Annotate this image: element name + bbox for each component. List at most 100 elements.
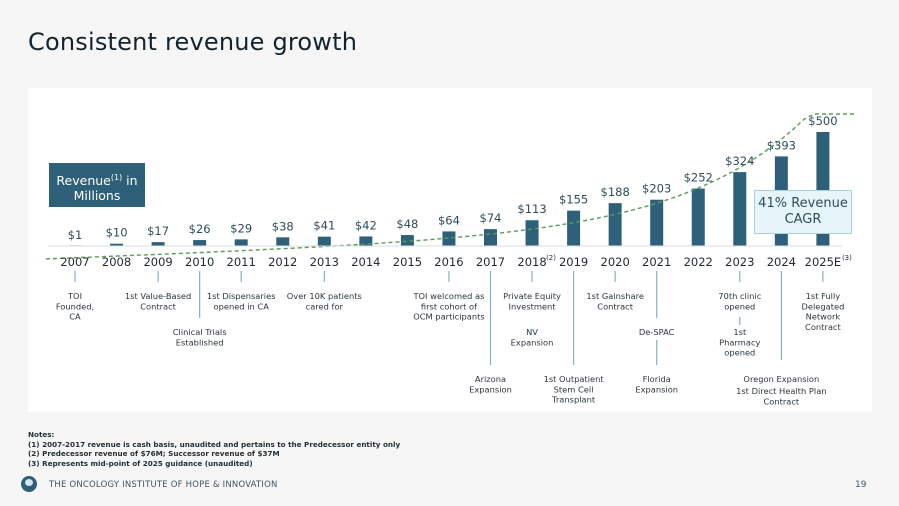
milestone-line: Network: [806, 312, 841, 322]
milestone-line: Florida: [643, 374, 671, 384]
data-label-2021: $203: [642, 182, 671, 196]
milestone-line: Contract: [597, 301, 633, 311]
footer-company-name: THE ONCOLOGY INSTITUTE OF HOPE & INNOVAT…: [49, 480, 278, 490]
data-label-2007: $1: [68, 228, 83, 242]
x-tick-label-2017: 2017: [476, 255, 505, 269]
milestone-line: 1st Dispensaries: [207, 291, 276, 301]
milestone-line: opened in CA: [214, 301, 270, 311]
milestone-2007-1: TOI Founded, CA: [56, 291, 94, 322]
milestone-line: Expansion: [511, 337, 554, 347]
milestone-2024-3: Oregon Expansion: [743, 374, 819, 384]
milestone-line: Founded,: [56, 301, 94, 311]
x-tick-label-2024: 2024: [767, 255, 796, 269]
note-2: (2) Predecessor revenue of $76M; Success…: [28, 449, 280, 458]
milestone-line: Transplant: [551, 395, 596, 405]
revenue-label-rest: in Millions: [73, 173, 138, 204]
milestone-line: opened: [724, 301, 755, 311]
chart-panel: [28, 88, 872, 412]
x-tick-label-2025E: 2025E: [805, 255, 842, 269]
milestone-2017-3: Arizona Expansion: [469, 374, 512, 394]
milestone-line: Contract: [805, 322, 841, 332]
milestone-line: Stem Cell: [554, 384, 594, 394]
milestone-line: Oregon Expansion: [743, 374, 819, 384]
x-tick-label-2018: 2018: [517, 255, 546, 269]
data-label-2019: $155: [559, 193, 588, 207]
data-label-2012: $38: [272, 219, 294, 233]
bar-2015: [400, 235, 414, 246]
tree-logo-icon: [21, 476, 37, 492]
milestone-2019-3: 1st Outpatient Stem Cell Transplant: [544, 374, 605, 405]
milestone-line: first cohort of: [421, 301, 478, 311]
note-3: (3) Represents mid-point of 2025 guidanc…: [28, 458, 253, 468]
milestone-2020-1: 1st Gainshare Contract: [586, 291, 644, 311]
x-tick-label-2008: 2008: [102, 255, 131, 269]
milestone-line: Established: [176, 337, 224, 347]
milestone-line: 1st Fully: [806, 291, 841, 301]
x-tick-label-2022: 2022: [684, 255, 713, 269]
milestone-line: NV: [526, 327, 538, 337]
data-label-2022: $252: [684, 171, 713, 185]
bar-2010: [193, 240, 207, 246]
note-1: (1) 2007-2017 revenue is cash basis, una…: [28, 439, 401, 449]
footnotes: Notes: (1) 2007-2017 revenue is cash bas…: [28, 430, 400, 468]
milestone-2016-1: TOI welcomed as first cohort of OCM partic…: [412, 291, 484, 322]
milestone-2021-2: De-SPAC: [639, 327, 675, 337]
milestone-line: Contract: [140, 301, 176, 311]
data-label-2013: $41: [313, 219, 335, 233]
milestone-line: 1st Direct Health Plan: [736, 386, 827, 396]
bar-2021: [650, 199, 664, 246]
x-tick-label-2014: 2014: [351, 255, 380, 269]
milestone-line: Clinical Trials: [173, 327, 227, 337]
milestone-2009-1: 1st Value-Based Contract: [125, 291, 191, 311]
x-tick-label-2013: 2013: [310, 255, 339, 269]
milestone-line: Expansion: [635, 384, 678, 394]
milestone-2013-1: Over 10K patients cared for: [287, 291, 362, 311]
data-label-2011: $29: [230, 221, 252, 235]
milestone-line: cared for: [306, 301, 344, 311]
x-tick-label-2016: 2016: [434, 255, 463, 269]
milestone-2025E-1: 1st Fully Delegated Network Contract: [801, 291, 844, 332]
milestone-line: Over 10K patients: [287, 291, 362, 301]
bar-2018: [525, 220, 539, 246]
cagr-line-2: CAGR: [784, 212, 822, 227]
x-tick-label-2021: 2021: [642, 255, 671, 269]
bar-2016: [442, 231, 456, 246]
milestone-line: 1st Outpatient: [544, 374, 605, 384]
milestone-line: 1st Gainshare: [586, 291, 644, 301]
milestone-line: Private Equity: [503, 291, 561, 301]
bar-2008: [110, 243, 124, 246]
milestone-2023-2: 1st Pharmacy opened: [719, 327, 760, 358]
milestone-line: Delegated: [801, 301, 844, 311]
data-label-2014: $42: [355, 218, 377, 232]
data-label-2017: $74: [480, 211, 502, 225]
milestone-line: Investment: [509, 301, 557, 311]
milestone-line: 1st Value-Based: [125, 291, 191, 301]
revenue-units-label: Revenue(1) in Millions: [49, 163, 145, 207]
bar-2017: [484, 229, 497, 246]
x-tick-footnote-2018: (2): [546, 254, 556, 262]
milestone-line: Expansion: [469, 384, 512, 394]
data-label-2010: $26: [189, 222, 211, 236]
notes-heading: Notes:: [28, 430, 55, 439]
page-title: Consistent revenue growth: [28, 28, 358, 56]
x-tick-label-2010: 2010: [185, 255, 214, 269]
milestone-2023-1: 70th clinic opened: [718, 291, 761, 311]
milestone-2021-3: Florida Expansion: [635, 374, 678, 394]
bar-2009: [151, 242, 165, 246]
data-label-2008: $10: [106, 226, 128, 240]
x-tick-label-2009: 2009: [143, 255, 172, 269]
data-label-2025E: $500: [808, 114, 837, 128]
x-tick-label-2015: 2015: [393, 255, 422, 269]
data-label-2016: $64: [438, 213, 460, 227]
data-label-2009: $17: [147, 224, 169, 238]
milestone-line: 70th clinic: [718, 291, 761, 301]
bar-2011: [234, 239, 248, 246]
milestone-line: Contract: [763, 396, 799, 406]
milestone-line: TOI welcomed as: [412, 291, 484, 301]
data-label-2018: $113: [517, 202, 546, 216]
milestone-2010-2: Clinical Trials Established: [173, 327, 227, 347]
page-number: 19: [855, 480, 867, 490]
milestone-2018-1: Private Equity Investment: [503, 291, 561, 311]
x-tick-label-2012: 2012: [268, 255, 297, 269]
